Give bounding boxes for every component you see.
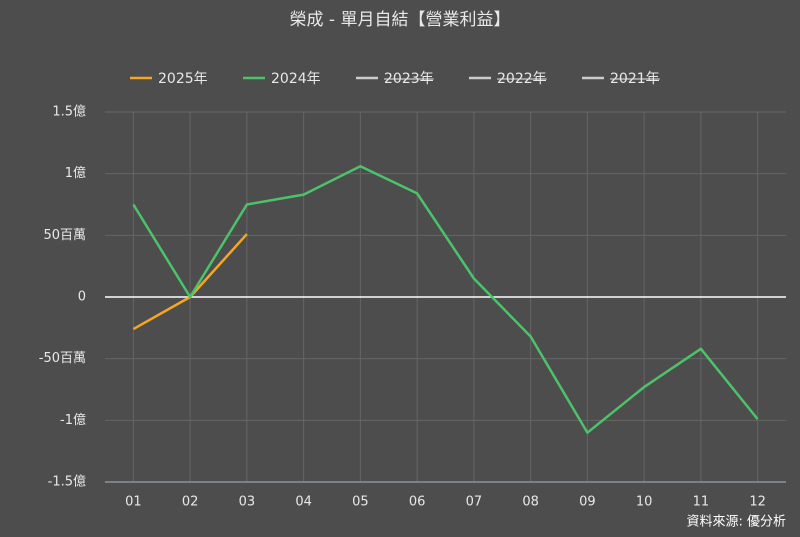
- x-tick-label: 11: [693, 495, 710, 510]
- x-tick-label: 02: [182, 495, 199, 510]
- y-tick-label: 1.5億: [52, 104, 86, 120]
- x-tick-label: 03: [239, 495, 256, 510]
- x-tick-label: 10: [636, 495, 653, 510]
- y-tick-label: 1億: [65, 165, 86, 181]
- x-tick-label: 05: [352, 495, 369, 510]
- y-tick-label: 0: [78, 290, 86, 305]
- y-tick-label: -50百萬: [39, 351, 86, 366]
- y-tick-label: -1億: [60, 412, 86, 428]
- x-tick-label: 07: [466, 495, 483, 510]
- legend-label: 2024年: [271, 71, 321, 87]
- x-tick-label: 06: [409, 495, 426, 510]
- legend-label: 2025年: [158, 71, 208, 87]
- series-line: [132, 165, 759, 434]
- x-tick-label: 01: [125, 495, 142, 510]
- x-tick-label: 08: [522, 495, 539, 510]
- source: 資料來源: 優分析: [686, 515, 786, 530]
- y-tick-label: 50百萬: [43, 228, 86, 243]
- x-tick-label: 12: [749, 495, 766, 510]
- y-tick-label: -1.5億: [48, 474, 86, 490]
- x-tick-label: 09: [579, 495, 596, 510]
- chart-title: 榮成 - 單月自結【營業利益】: [290, 10, 511, 30]
- x-tick-label: 04: [295, 495, 312, 510]
